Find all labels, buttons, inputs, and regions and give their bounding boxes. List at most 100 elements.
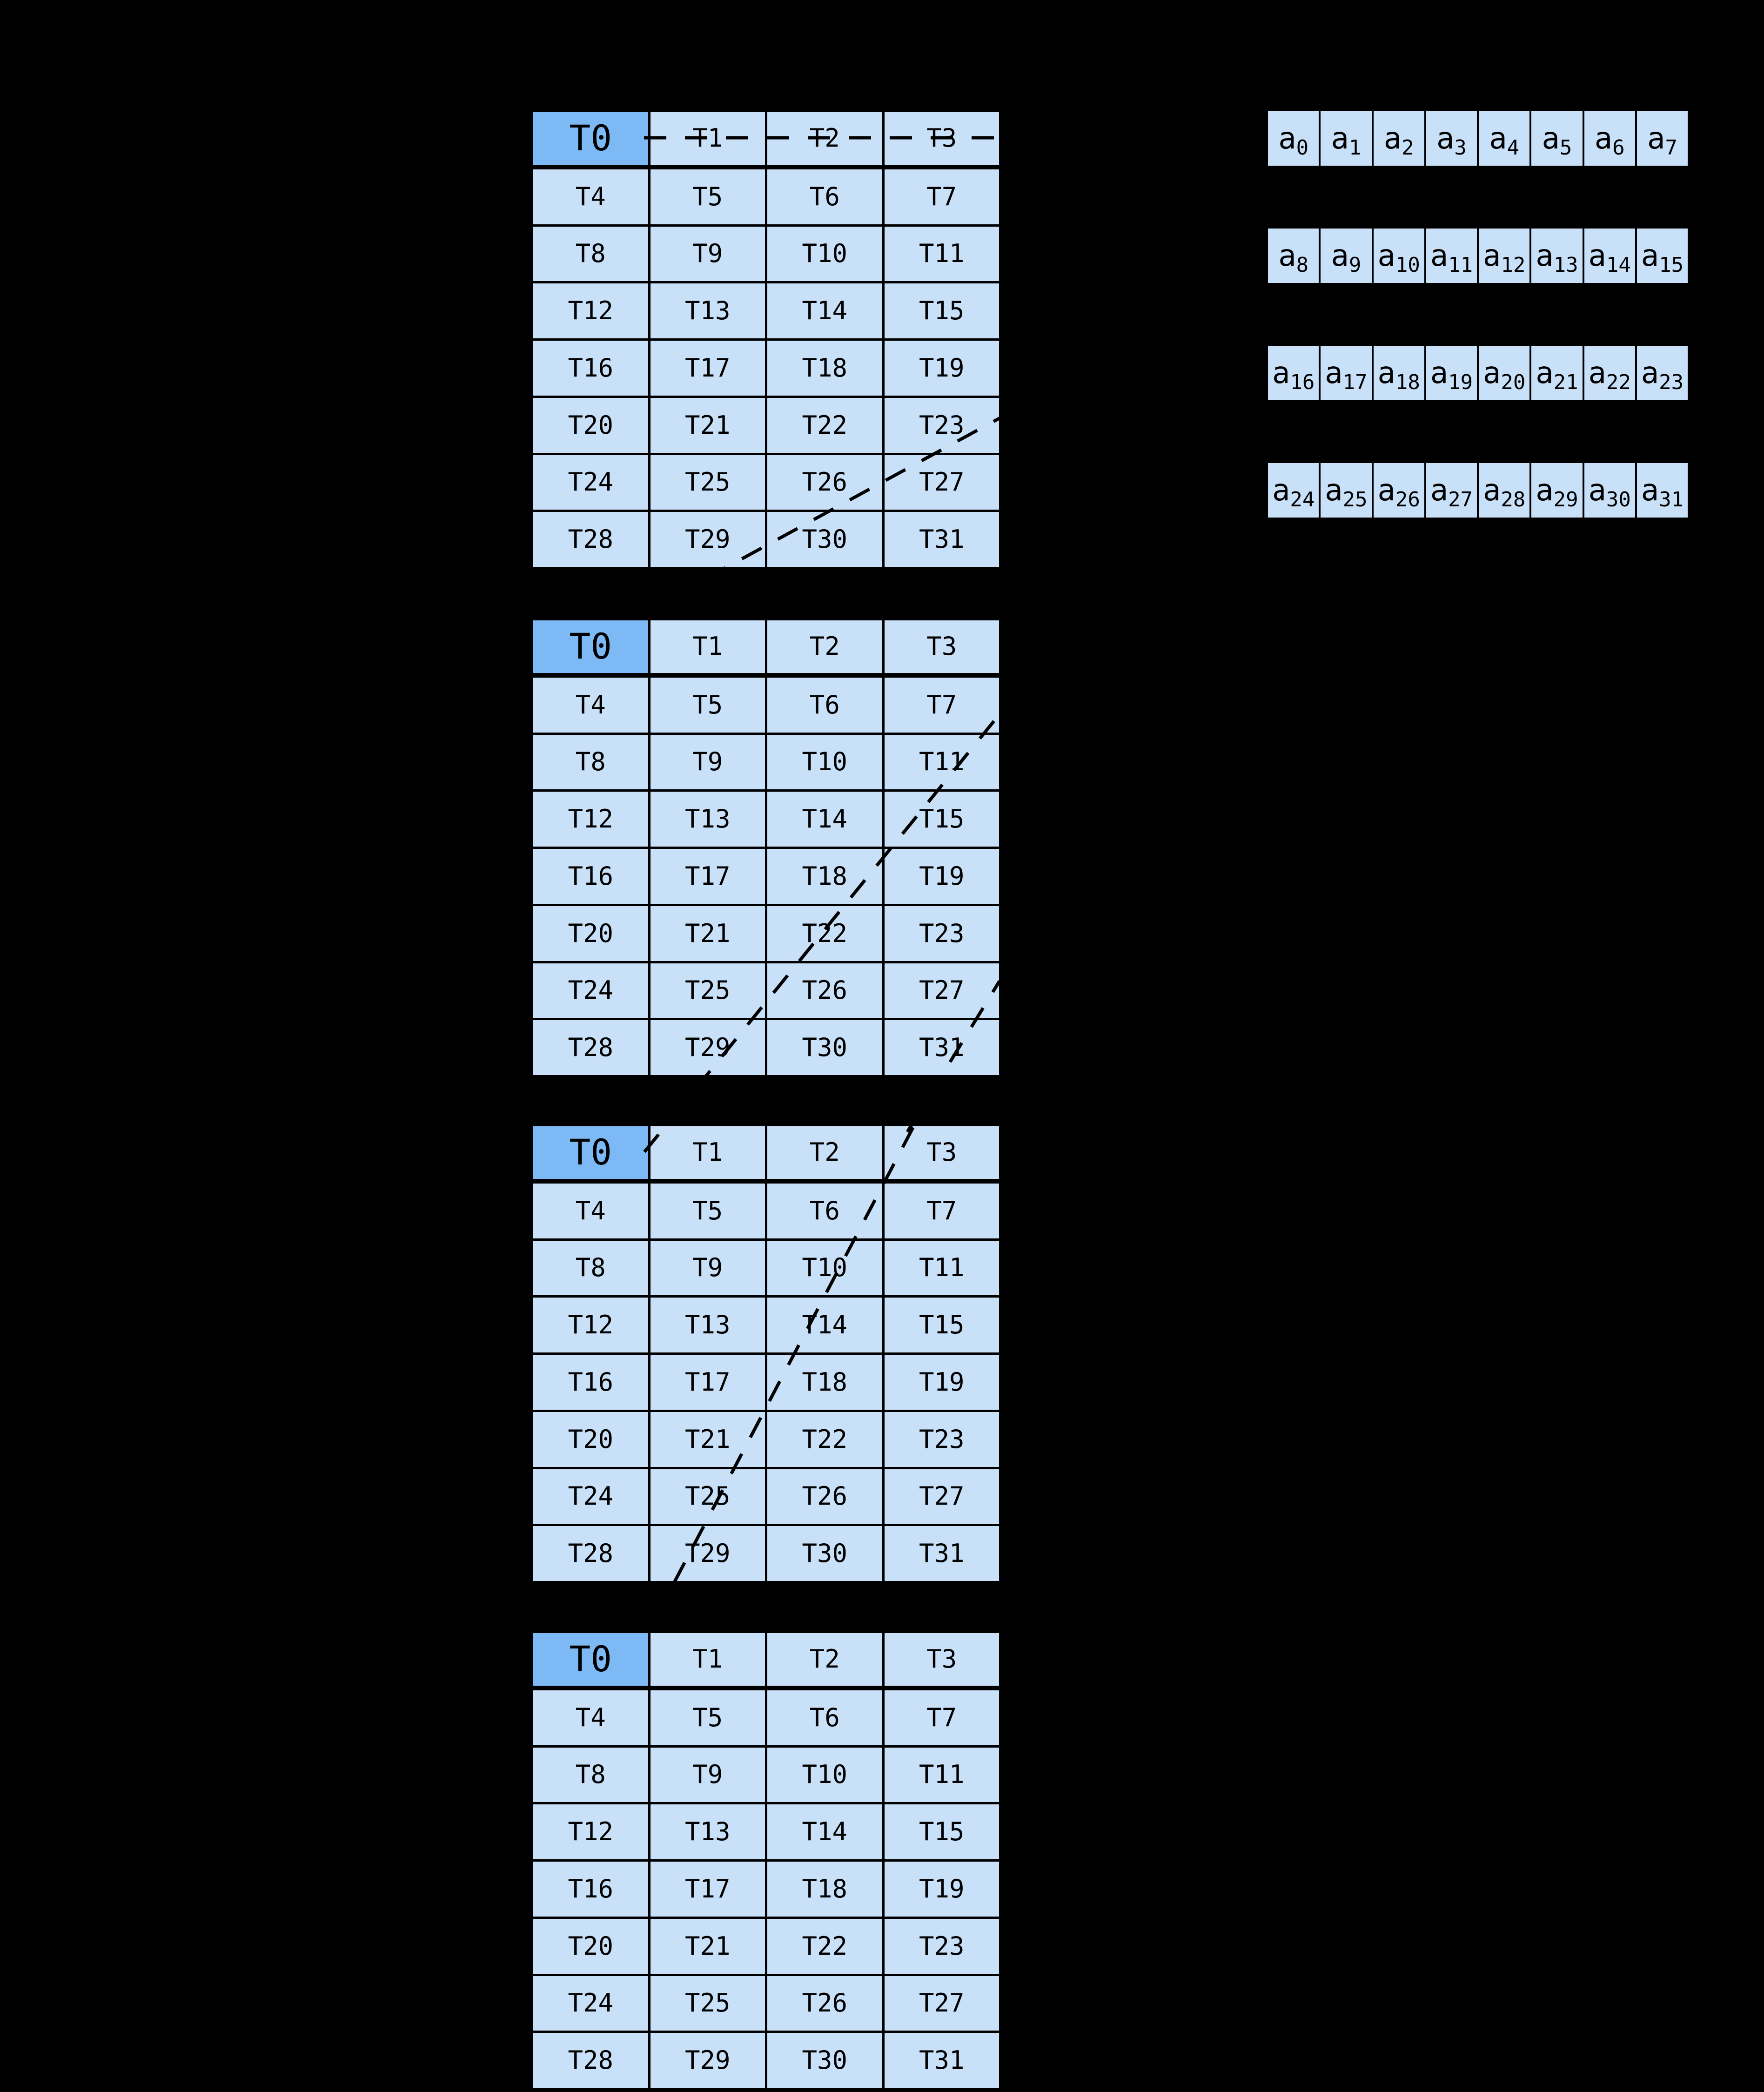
array-cell: a 18 [1373,346,1424,400]
thread-cell: T23 [884,1412,999,1467]
thread-cell: T29 [650,1526,765,1581]
array-cell-base: a [1377,356,1395,390]
thread-cell: T22 [767,1412,882,1467]
array-cell-subscript: 3 [1454,135,1467,160]
array-cell: a 16 [1268,346,1319,400]
thread-cell: T3 [884,112,999,167]
array-cell: a 11 [1426,229,1477,283]
array-cell-subscript: 1 [1348,135,1362,160]
array-cell-subscript: 16 [1290,370,1315,394]
array-cell-subscript: 0 [1296,135,1309,160]
thread-cell: T26 [767,1976,882,2031]
thread-cell: T14 [767,792,882,847]
thread-cell: T26 [767,963,882,1018]
array-cell-base: a [1331,121,1349,156]
thread-cell: T26 [767,455,882,510]
array-cell-subscript: 5 [1559,135,1572,160]
thread-cell: T9 [650,226,765,282]
array-cell: a 13 [1531,229,1583,283]
array-cell-base: a [1536,238,1554,273]
thread-cell: T4 [533,677,648,733]
thread-cell: T14 [767,283,882,338]
thread-cell: T15 [884,1804,999,1859]
array-cell: a 19 [1426,346,1477,400]
thread-cell: T15 [884,1298,999,1352]
array-cell-subscript: 23 [1659,370,1684,394]
thread-cell: T1 [650,112,765,167]
thread-cell: T3 [884,1633,999,1688]
thread-cell: T14 [767,1298,882,1352]
array-cell-base: a [1377,238,1395,273]
array-cell-base: a [1278,121,1296,156]
array-cell-subscript: 18 [1395,370,1420,394]
thread-cell: T2 [767,620,882,675]
thread-cell: T30 [767,512,882,567]
thread-cell: T5 [650,169,765,224]
thread-cell: T6 [767,1690,882,1745]
array-cell-base: a [1436,121,1455,156]
thread-cell: T6 [767,1183,882,1238]
thread-cell: T23 [884,906,999,961]
thread-cell: T7 [884,1690,999,1745]
thread-cell: T16 [533,1862,648,1917]
thread-cell: T22 [767,1918,882,1974]
array-cell-base: a [1647,121,1665,156]
thread-cell: T13 [650,792,765,847]
array-cell-base: a [1272,356,1290,390]
array-cell-subscript: 19 [1448,370,1473,394]
thread-cell: T6 [767,677,882,733]
thread-cell: T23 [884,397,999,453]
thread-cell: T18 [767,1355,882,1410]
thread-cell: T17 [650,1355,765,1410]
thread-cell: T21 [650,1918,765,1974]
thread-cell-highlighted: T0 [533,112,648,167]
thread-cell: T19 [884,341,999,396]
thread-cell: T20 [533,1918,648,1974]
thread-cell: T31 [884,1020,999,1075]
array-cell-base: a [1641,238,1659,273]
thread-cell: T7 [884,1183,999,1238]
array-cell: a 26 [1373,463,1424,518]
array-cell-base: a [1272,473,1290,508]
array-cell-subscript: 6 [1612,135,1625,160]
array-cell-subscript: 28 [1501,487,1526,511]
thread-cell: T6 [767,169,882,224]
array-cell-base: a [1588,238,1606,273]
array-cell-base: a [1482,473,1501,508]
thread-cell: T1 [650,1126,765,1181]
thread-cell: T4 [533,169,648,224]
thread-cell: T3 [884,620,999,675]
thread-cell: T13 [650,1804,765,1859]
array-cell-subscript: 2 [1402,135,1414,160]
array-cell: a 28 [1479,463,1530,518]
thread-cell: T5 [650,677,765,733]
thread-cell: T16 [533,849,648,904]
array-cell-subscript: 7 [1665,135,1677,160]
thread-cell: T15 [884,283,999,338]
array-cell: a 29 [1531,463,1583,518]
thread-cell: T5 [650,1183,765,1238]
warp-table-step-3: T0 T1 T2 T3 T4 T5 T6 T7 T8 T9 T10 T11 T12 T13 T14 T15 T1… [530,1123,1002,1584]
array-cell-base: a [1482,356,1501,390]
thread-cell: T17 [650,341,765,396]
thread-cell: T19 [884,1355,999,1410]
thread-cell: T5 [650,1690,765,1745]
array-cell-base: a [1430,356,1449,390]
array-cell: a 17 [1321,346,1372,400]
array-cell-subscript: 21 [1553,370,1578,394]
thread-cell: T7 [884,677,999,733]
thread-cell-highlighted: T0 [533,1126,648,1181]
thread-cell: T20 [533,1412,648,1467]
array-cell-subscript: 30 [1606,487,1631,511]
array-cell-subscript: 14 [1606,253,1631,277]
thread-cell: T19 [884,1862,999,1917]
array-cell-subscript: 15 [1659,253,1684,277]
thread-cell: T28 [533,1020,648,1075]
array-cell-base: a [1489,121,1507,156]
thread-cell: T16 [533,1355,648,1410]
array-cell-base: a [1641,473,1659,508]
array-cell-subscript: 26 [1395,487,1420,511]
